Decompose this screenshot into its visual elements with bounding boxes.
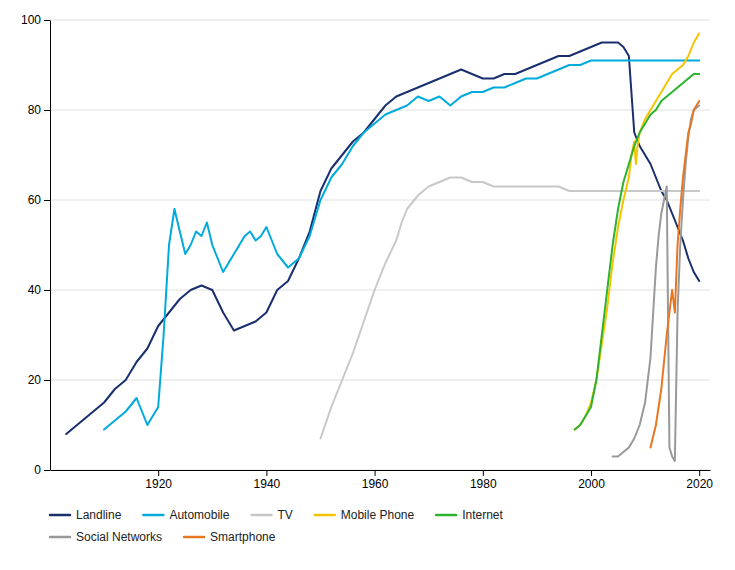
legend-item: Landline (50, 508, 122, 522)
legend-label: Internet (462, 508, 503, 522)
x-tick-label: 1960 (362, 477, 389, 491)
x-tick: 1960 (362, 470, 389, 491)
y-tick-mark (44, 20, 50, 21)
y-tick-mark (44, 110, 50, 111)
x-tick-label: 1920 (145, 477, 172, 491)
legend-swatch (436, 514, 456, 517)
y-tick-label: 0 (34, 463, 41, 477)
y-tick-label: 20 (28, 373, 42, 387)
x-tick: 2000 (578, 470, 605, 491)
legend-swatch (50, 514, 70, 517)
y-tick: 0 (34, 463, 50, 477)
grid-line (50, 20, 710, 21)
legend-item: Mobile Phone (315, 508, 415, 522)
x-axis: 1920 1940 1960 1980 2000 2020 (51, 470, 714, 491)
series-line (320, 178, 699, 439)
legend-label: Landline (76, 508, 122, 522)
x-tick-mark (699, 470, 700, 476)
grid-line (50, 110, 710, 111)
y-tick-mark (44, 200, 50, 201)
chart-svg: 0 20 40 60 80 100 1920 1940 1960 1980 2000 2020 Land… (0, 0, 735, 570)
y-tick-label: 80 (28, 103, 42, 117)
legend: Landline Automobile TV Mobile Phone Internet… (50, 508, 504, 544)
x-tick-label: 2020 (686, 477, 713, 491)
x-tick-mark (483, 470, 484, 476)
grid-line (50, 380, 710, 381)
y-tick-mark (44, 290, 50, 291)
y-tick-mark (44, 380, 50, 381)
y-tick: 80 (28, 103, 50, 117)
series-line (104, 61, 699, 430)
legend-item: Internet (436, 508, 503, 522)
legend-label: Smartphone (210, 530, 276, 544)
x-tick-label: 1940 (254, 477, 281, 491)
legend-label: Mobile Phone (341, 508, 415, 522)
plot-area: 0 20 40 60 80 100 1920 1940 1960 1980 2000 2020 (21, 13, 713, 490)
legend-label: Automobile (169, 508, 229, 522)
legend-item: Smartphone (184, 530, 276, 544)
x-tick-label: 1980 (470, 477, 497, 491)
x-tick-mark (375, 470, 376, 476)
grid (50, 20, 710, 470)
y-tick-label: 40 (28, 283, 42, 297)
lines (66, 34, 699, 462)
y-tick-label: 60 (28, 193, 42, 207)
legend-swatch (143, 514, 163, 517)
y-tick: 60 (28, 193, 50, 207)
chart-container: 0 20 40 60 80 100 1920 1940 1960 1980 2000 2020 Land… (0, 0, 735, 570)
series-line (650, 101, 699, 448)
y-tick: 40 (28, 283, 50, 297)
y-tick: 100 (21, 13, 50, 27)
x-tick-mark (591, 470, 592, 476)
x-axis-line (51, 470, 711, 471)
legend-item: Automobile (143, 508, 229, 522)
x-tick: 1980 (470, 470, 497, 491)
y-tick: 20 (28, 373, 50, 387)
x-tick: 2020 (686, 470, 713, 491)
legend-label: TV (277, 508, 292, 522)
grid-line (50, 290, 710, 291)
x-tick: 1940 (254, 470, 281, 491)
grid-line (50, 470, 710, 471)
series-line (66, 43, 699, 435)
legend-swatch (315, 514, 335, 517)
grid-line (50, 200, 710, 201)
legend-swatch (50, 536, 70, 539)
legend-item: Social Networks (50, 530, 162, 544)
legend-swatch (251, 514, 271, 517)
x-tick-mark (266, 470, 267, 476)
y-tick-mark (44, 470, 50, 471)
x-tick-label: 2000 (578, 477, 605, 491)
legend-label: Social Networks (76, 530, 162, 544)
x-tick: 1920 (145, 470, 172, 491)
legend-item: TV (251, 508, 292, 522)
x-tick-mark (158, 470, 159, 476)
y-tick-label: 100 (21, 13, 41, 27)
legend-swatch (184, 536, 204, 539)
y-axis-line (50, 21, 51, 471)
y-axis: 0 20 40 60 80 100 (21, 13, 51, 477)
